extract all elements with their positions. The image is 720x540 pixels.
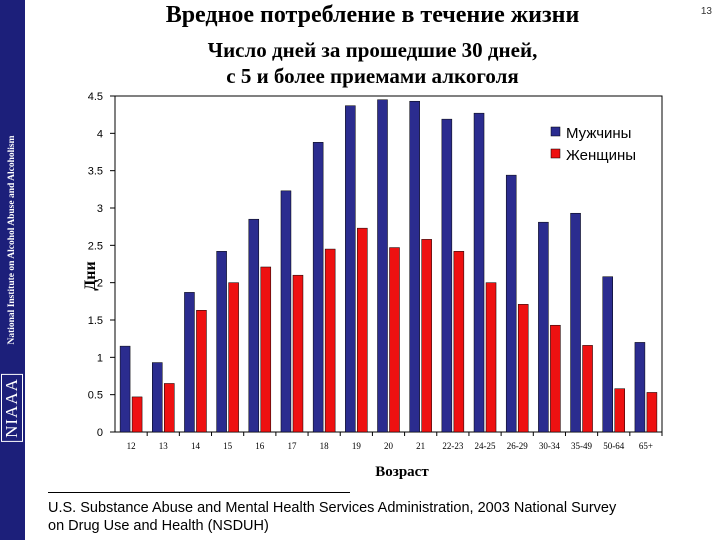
x-tick-label: 12: [127, 441, 136, 451]
chart-legend: Мужчины Женщины: [550, 125, 636, 164]
bar-men: [570, 212, 581, 433]
bar-women: [324, 248, 336, 433]
bar-men: [409, 100, 420, 433]
bar-women: [614, 388, 625, 433]
bar-women: [453, 251, 465, 433]
x-tick-label: 13: [159, 441, 169, 451]
y-tick-label: 1.5: [88, 315, 103, 327]
legend-swatch: [550, 148, 561, 159]
x-tick-label: 20: [384, 441, 394, 451]
plot-area: 0 0.5 1 1.5 2 2.5 3 3.5 4 4.5 12 13 14 15 16 17 18 19 20 21…: [88, 91, 663, 451]
x-tick-label: 22-23: [442, 441, 463, 451]
y-tick-label: 2.5: [88, 240, 103, 252]
x-tick-label: 24-25: [475, 441, 496, 451]
bar-women: [292, 274, 304, 433]
y-tick-label: 2: [97, 278, 103, 290]
source-line1: U.S. Substance Abuse and Mental Health S…: [48, 500, 617, 516]
y-tick-label: 0: [97, 427, 103, 439]
plot-frame: [114, 95, 663, 433]
legend-label: Мужчины: [566, 125, 631, 142]
bar-women: [421, 239, 432, 433]
x-tick-label: 16: [255, 441, 265, 451]
x-tick-label: 18: [320, 441, 330, 451]
bar-men: [634, 342, 646, 433]
bar-women: [582, 345, 593, 433]
bar-men: [152, 362, 163, 433]
x-tick-label: 50-64: [603, 441, 624, 451]
bar-men: [538, 221, 549, 433]
y-tick-label: 3: [97, 203, 103, 215]
bar-men: [473, 112, 485, 433]
bar-men: [441, 118, 453, 433]
bar-women: [164, 383, 175, 433]
bar-women: [389, 247, 400, 433]
bar-women: [131, 396, 143, 433]
bar-men: [119, 345, 131, 433]
chart-subtitle-line1: Число дней за прошедшие 30 дней,: [207, 38, 538, 62]
source-divider: [48, 492, 350, 493]
x-tick-label: 17: [287, 441, 297, 451]
source-line2: on Drug Use and Health (NSDUH): [48, 518, 269, 534]
y-axis-label: Дни: [82, 261, 99, 290]
x-tick-label: 15: [223, 441, 233, 451]
bar-women: [517, 304, 529, 433]
bar-men: [248, 218, 260, 433]
sidebar-band: National Institute on Alcohol Abuse and …: [0, 0, 25, 540]
bar-women: [228, 282, 239, 433]
bar-men: [505, 174, 517, 433]
y-tick-label: 3.5: [88, 166, 103, 178]
bar-men: [345, 105, 356, 433]
x-tick-label: 14: [191, 441, 201, 451]
x-tick-label: 30-34: [539, 441, 560, 451]
x-tick-label: 65+: [639, 441, 653, 451]
x-tick-label: 19: [352, 441, 362, 451]
bar-women: [646, 392, 658, 433]
bar-men: [184, 292, 195, 433]
legend-label: Женщины: [566, 147, 636, 164]
bar-men: [216, 251, 227, 433]
source-citation: U.S. Substance Abuse and Mental Health S…: [48, 499, 708, 535]
y-tick-label: 4: [97, 128, 103, 140]
bar-women: [485, 282, 497, 433]
chart-title: Вредное потребление в течение жизни: [165, 2, 580, 28]
x-tick-label: 35-49: [571, 441, 592, 451]
y-tick-label: 0.5: [88, 390, 103, 402]
bar-men: [312, 142, 324, 433]
bar-women: [550, 324, 561, 433]
x-tick-label: 21: [416, 441, 425, 451]
x-axis-label: Возраст: [375, 464, 429, 480]
bar-men: [377, 99, 388, 433]
legend-swatch: [550, 126, 561, 137]
y-tick-label: 1: [97, 352, 103, 364]
bar-women: [196, 310, 207, 433]
bar-men: [602, 276, 613, 433]
bar-men: [280, 190, 292, 433]
bar-women: [260, 266, 272, 433]
x-tick-label: 26-29: [507, 441, 528, 451]
page-number: 13: [700, 6, 712, 17]
chart-subtitle-line2: с 5 и более приемами алкоголя: [226, 64, 519, 88]
y-tick-label: 4.5: [88, 91, 103, 103]
bar-women: [357, 227, 368, 433]
